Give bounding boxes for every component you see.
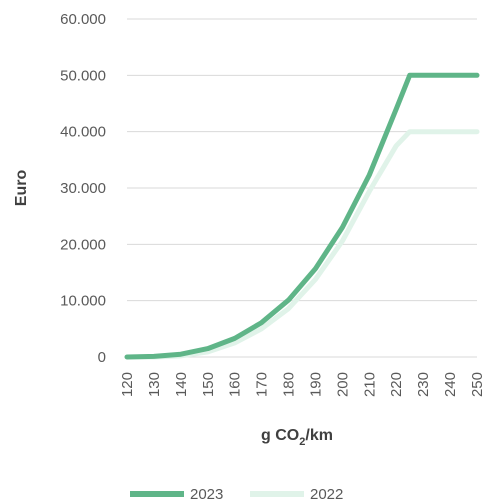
x-tick-label: 190 — [307, 372, 324, 397]
series-line-2023 — [124, 72, 480, 360]
x-tick-label: 150 — [200, 372, 217, 397]
x-axis-title: g CO2/km — [261, 427, 333, 448]
y-tick-label: 50.000 — [60, 67, 106, 84]
series-lines — [124, 72, 480, 360]
x-tick-label: 250 — [469, 372, 484, 397]
x-tick-labels: 120 130 140 150 160 170 180 190 200 210 220 230 240 2… — [119, 372, 484, 397]
x-tick-label: 220 — [388, 372, 405, 397]
x-tick-label: 180 — [281, 372, 298, 397]
x-tick-label: 210 — [361, 372, 378, 397]
y-tick-label: 30.000 — [60, 180, 106, 197]
y-tick-label: 10.000 — [60, 293, 106, 310]
x-tick-label: 160 — [227, 372, 244, 397]
x-tick-label: 240 — [442, 372, 459, 397]
x-axis-title-subscript: 2 — [299, 436, 305, 448]
legend: 2023 2022 — [130, 486, 343, 503]
x-axis-title-main: g CO — [261, 427, 299, 444]
y-tick-label: 40.000 — [60, 124, 106, 141]
legend-label-2023: 2023 — [190, 486, 223, 503]
x-tick-label: 140 — [173, 372, 190, 397]
x-tick-label: 130 — [146, 372, 163, 397]
y-tick-label: 60.000 — [60, 11, 106, 28]
grid-lines — [127, 18, 477, 358]
y-tick-label: 20.000 — [60, 236, 106, 253]
y-axis-title: Euro — [13, 170, 30, 207]
x-tick-label: 120 — [119, 372, 136, 397]
x-tick-label: 200 — [334, 372, 351, 397]
x-tick-label: 170 — [254, 372, 271, 397]
y-tick-labels: 0 10.000 20.000 30.000 40.000 50.000 60.000 — [60, 11, 106, 366]
x-tick-label: 230 — [415, 372, 432, 397]
legend-label-2022: 2022 — [310, 486, 343, 503]
y-tick-label: 0 — [98, 349, 106, 366]
x-axis-title-suffix: /km — [305, 427, 333, 444]
